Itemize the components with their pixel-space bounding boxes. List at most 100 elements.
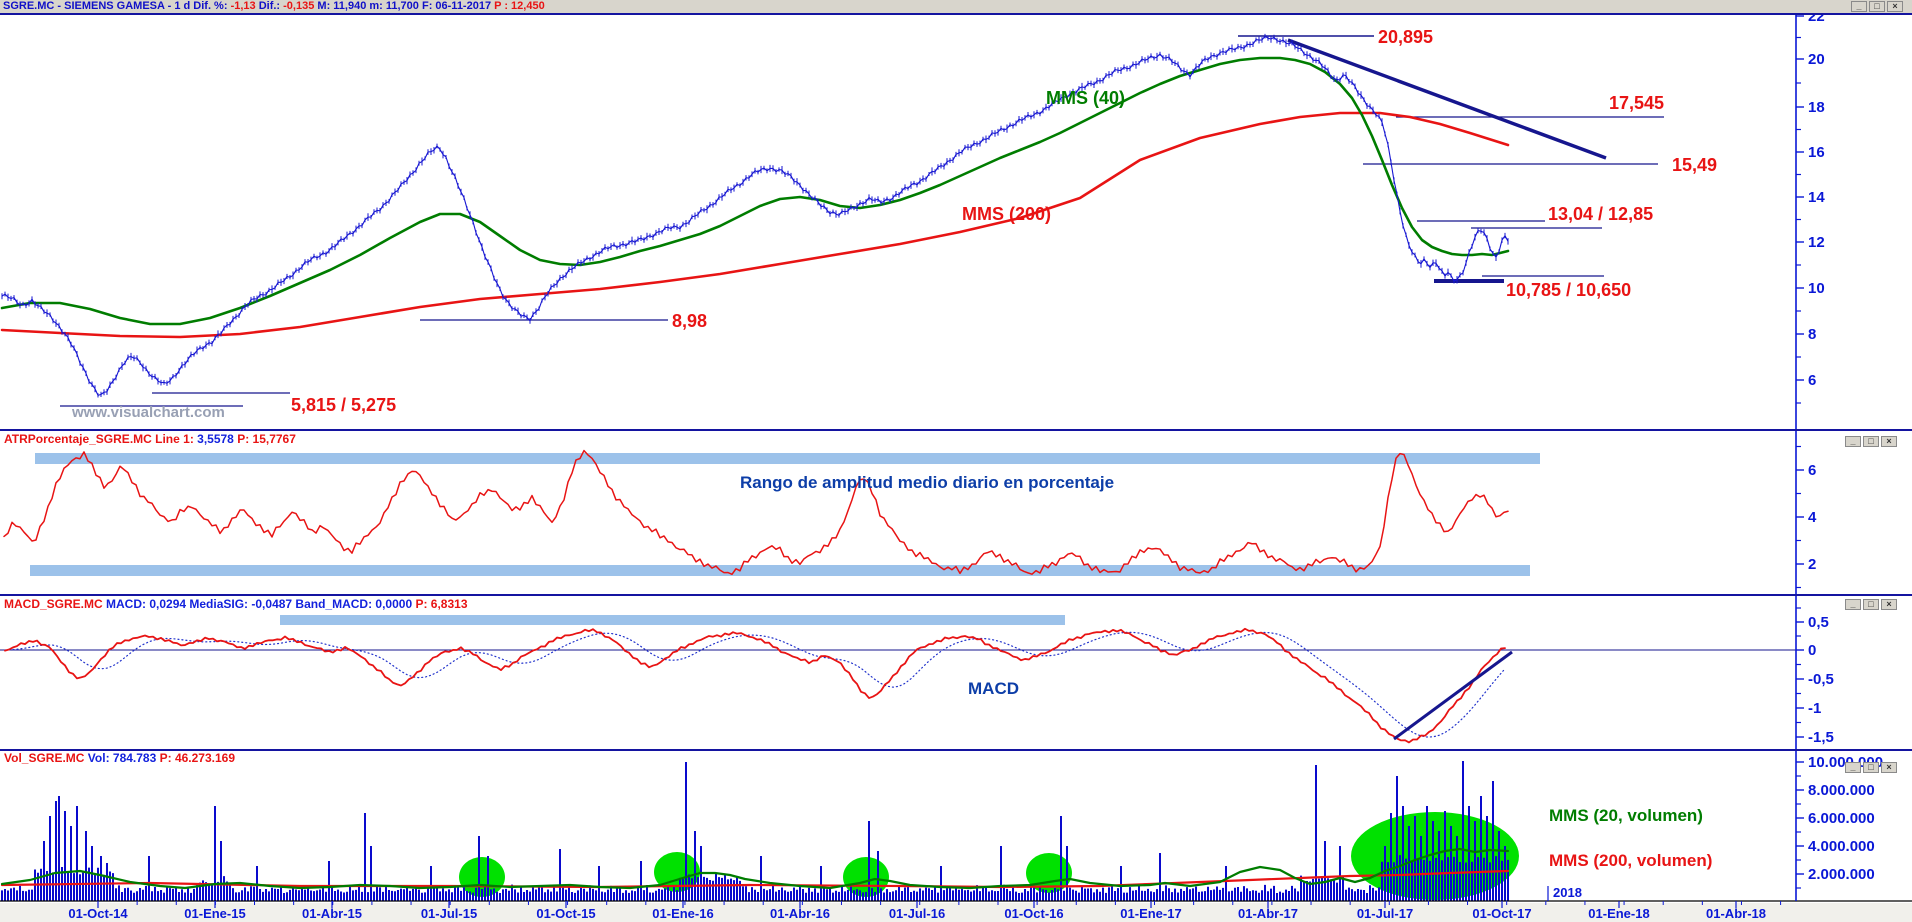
support-898-label: 8,98 xyxy=(672,311,708,331)
macd-note-label: MACD xyxy=(968,679,1019,698)
price-tick-label: 12 xyxy=(1808,234,1825,251)
maximize-button[interactable]: □ xyxy=(1863,436,1879,447)
mms40-label: MMS (40) xyxy=(1046,88,1126,108)
panel-separator xyxy=(0,749,1912,751)
support-10785-label: 10,785 / 10,650 xyxy=(1506,280,1632,300)
text-segment: MACD: 0,0294 MediaSIG: -0,0487 Band_MACD… xyxy=(106,597,413,611)
text-segment: P: 15,7767 xyxy=(233,432,296,446)
text-segment: -0,135 xyxy=(283,0,315,12)
price-peak-label: 20,895 xyxy=(1378,27,1434,47)
volume-tick-label: 6.000.000 xyxy=(1808,810,1875,827)
maximize-button[interactable]: □ xyxy=(1863,762,1879,773)
date-tick-label: 01-Abr-16 xyxy=(770,906,830,921)
date-tick-label: 01-Abr-18 xyxy=(1706,906,1766,921)
macd-tick-label: 0 xyxy=(1808,642,1816,659)
text-segment: 3,5578 xyxy=(197,432,234,446)
text-segment: P: 46.273.169 xyxy=(156,751,236,765)
date-tick-label: 01-Oct-15 xyxy=(536,906,596,921)
text-segment: P: 6,8313 xyxy=(412,597,468,611)
text-segment: -1,13 xyxy=(230,0,256,12)
level-1304-1285-label: 13,04 / 12,85 xyxy=(1548,204,1654,224)
window-titlebar[interactable]: SGRE.MC - SIEMENS GAMESA - 1 d Dif. %: -… xyxy=(0,0,1912,13)
text-segment: Vol_SGRE.MC xyxy=(4,751,88,765)
macd-y-axis[interactable]: 0,5 0 -0,5 -1 -1,5 xyxy=(1795,596,1834,749)
macd-tick-label: -1 xyxy=(1808,700,1821,717)
price-panel xyxy=(0,33,1664,407)
minimize-button[interactable]: _ xyxy=(1845,436,1861,447)
macd-panel-header: MACD_SGRE.MC MACD: 0,0294 MediaSIG: -0,0… xyxy=(4,597,468,611)
mms200-label: MMS (200) xyxy=(962,204,1052,224)
volume-tick-label: 8.000.000 xyxy=(1808,782,1875,799)
volume-y-axis[interactable]: 10.000.0008.000.0006.000.0004.000.0002.0… xyxy=(1795,751,1883,901)
price-tick-label: 16 xyxy=(1808,144,1825,161)
price-tick-label: 10 xyxy=(1808,280,1825,297)
volume-mms20-label: MMS (20, volumen) xyxy=(1549,806,1703,825)
window-controls: _ □ × xyxy=(1845,762,1897,773)
date-tick-label: 01-Ene-15 xyxy=(184,906,246,921)
date-tick-label: 01-Jul-17 xyxy=(1356,906,1414,921)
text-segment: SGRE.MC - SIEMENS GAMESA - 1 d Dif. %: xyxy=(3,0,231,12)
close-button[interactable]: × xyxy=(1881,436,1897,447)
support-5815-label: 5,815 / 5,275 xyxy=(291,395,397,415)
date-tick-label: 01-Abr-17 xyxy=(1238,906,1298,921)
date-tick-label: 01-Ene-18 xyxy=(1588,906,1650,921)
atr-tick-label: 4 xyxy=(1808,509,1817,526)
date-tick-label: 01-Oct-16 xyxy=(1004,906,1064,921)
date-tick-label: 01-Oct-14 xyxy=(68,906,128,921)
price-tick-label: 14 xyxy=(1808,189,1825,206)
date-tick-label: 01-Oct-17 xyxy=(1472,906,1532,921)
atr-panel xyxy=(3,449,1540,576)
text-segment: Vol: 784.783 xyxy=(87,751,157,765)
minimize-button[interactable]: _ xyxy=(1845,762,1861,773)
text-segment: P : 12,450 xyxy=(494,0,545,12)
atr-tick-label: 2 xyxy=(1808,556,1816,573)
resistance-17545-label: 17,545 xyxy=(1609,93,1665,113)
panel-separator xyxy=(0,594,1912,596)
text-segment: Dif.: xyxy=(255,0,284,12)
minimize-button[interactable]: _ xyxy=(1851,1,1867,12)
minimize-button[interactable]: _ xyxy=(1845,599,1861,610)
atr-panel-header: ATRPorcentaje_SGRE.MC Line 1: 3,5578 P: … xyxy=(4,432,296,446)
maximize-button[interactable]: □ xyxy=(1869,1,1885,12)
watermark: www.visualchart.com xyxy=(72,404,225,421)
maximize-button[interactable]: □ xyxy=(1863,599,1879,610)
resistance-1549-label: 15,49 xyxy=(1672,155,1718,175)
text-segment: MACD_SGRE.MC xyxy=(4,597,107,611)
price-tick-label: 18 xyxy=(1808,99,1825,116)
price-tick-label: 20 xyxy=(1808,51,1825,68)
volume-mms200-label: MMS (200, volumen) xyxy=(1549,851,1713,870)
macd-tick-label: -1,5 xyxy=(1808,729,1834,746)
date-tick-label: 01-Jul-15 xyxy=(420,906,478,921)
close-button[interactable]: × xyxy=(1881,599,1897,610)
close-button[interactable]: × xyxy=(1881,762,1897,773)
price-tick-label: 8 xyxy=(1808,326,1816,343)
window-controls: _ □ × xyxy=(1845,599,1897,610)
date-tick-label: 01-Abr-15 xyxy=(302,906,362,921)
volume-panel-header: Vol_SGRE.MC Vol: 784.783 P: 46.273.169 xyxy=(4,751,235,765)
macd-tick-label: 0,5 xyxy=(1808,614,1829,631)
date-tick-label: 01-Ene-16 xyxy=(652,906,714,921)
volume-tick-label: 4.000.000 xyxy=(1808,838,1875,855)
text-segment: ATRPorcentaje_SGRE.MC Line 1: xyxy=(4,432,198,446)
close-button[interactable]: × xyxy=(1887,1,1903,12)
window-controls: _ □ × xyxy=(1845,436,1897,447)
volume-panel xyxy=(0,761,1912,902)
price-tick-label: 6 xyxy=(1808,372,1816,389)
date-tick-label: 01-Jul-16 xyxy=(888,906,946,921)
text-segment: M: 11,940 m: 11,700 F: 06-11-2017 xyxy=(314,0,495,12)
date-axis[interactable] xyxy=(97,886,1782,908)
window-title: SGRE.MC - SIEMENS GAMESA - 1 d Dif. %: -… xyxy=(3,0,545,13)
atr-tick-label: 6 xyxy=(1808,462,1816,479)
atr-y-axis[interactable]: 6 4 2 xyxy=(1795,431,1817,594)
date-axis-strip[interactable] xyxy=(0,903,1912,922)
year-2018-label: 2018 xyxy=(1553,885,1582,900)
window-controls: _ □ × xyxy=(1851,1,1903,12)
panel-separator xyxy=(0,429,1912,431)
volume-tick-label: 2.000.000 xyxy=(1808,866,1875,883)
date-tick-label: 01-Ene-17 xyxy=(1120,906,1182,921)
panel-separator xyxy=(0,13,1912,15)
macd-tick-label: -0,5 xyxy=(1808,671,1834,688)
